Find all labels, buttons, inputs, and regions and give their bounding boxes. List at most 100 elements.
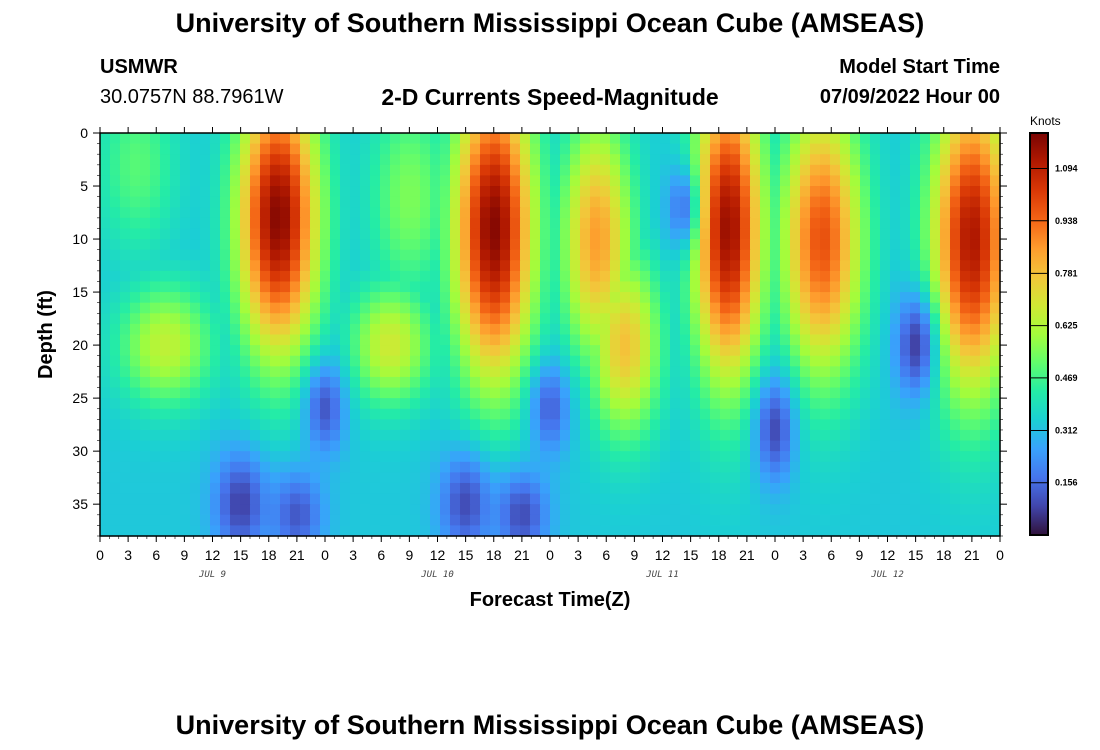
heatmap-cell bbox=[670, 451, 681, 463]
heatmap-cell bbox=[830, 186, 841, 198]
heatmap-cell bbox=[510, 143, 521, 155]
heatmap-cell bbox=[610, 270, 621, 283]
heatmap-cell bbox=[620, 207, 631, 219]
heatmap-cell bbox=[390, 292, 401, 304]
heatmap-cell bbox=[240, 525, 251, 537]
heatmap-cell bbox=[880, 376, 891, 389]
heatmap-cell bbox=[540, 482, 551, 495]
heatmap-cell bbox=[850, 292, 861, 304]
heatmap-cell bbox=[900, 482, 911, 495]
heatmap-cell bbox=[990, 207, 1001, 219]
heatmap-cell bbox=[970, 302, 981, 314]
heatmap-cell bbox=[470, 451, 481, 463]
heatmap-cell bbox=[390, 270, 401, 283]
heatmap-cell bbox=[710, 345, 721, 357]
heatmap-cell bbox=[460, 239, 471, 251]
y-tick-label: 15 bbox=[72, 284, 88, 300]
heatmap-cell bbox=[340, 323, 351, 336]
heatmap-cell bbox=[700, 196, 711, 208]
heatmap-cell bbox=[790, 133, 801, 145]
heatmap-cell bbox=[910, 408, 921, 420]
heatmap-cell bbox=[360, 164, 371, 177]
heatmap-cell bbox=[710, 217, 721, 230]
heatmap-cell bbox=[280, 366, 291, 378]
heatmap-cell bbox=[110, 228, 121, 240]
heatmap-cell bbox=[670, 514, 681, 526]
heatmap-cell bbox=[820, 482, 831, 495]
heatmap-cell bbox=[300, 493, 311, 505]
heatmap-cell bbox=[850, 419, 861, 431]
heatmap-cell bbox=[950, 451, 961, 463]
heatmap-cell bbox=[250, 355, 261, 367]
heatmap-cell bbox=[950, 493, 961, 505]
heatmap-cell bbox=[980, 387, 991, 399]
heatmap-cell bbox=[260, 313, 271, 325]
heatmap-cell bbox=[620, 355, 631, 367]
heatmap-cell bbox=[520, 207, 531, 219]
heatmap-cell bbox=[530, 366, 541, 378]
heatmap-cell bbox=[750, 281, 761, 293]
heatmap-cell bbox=[150, 366, 161, 378]
heatmap-cell bbox=[260, 228, 271, 240]
heatmap-cell bbox=[970, 217, 981, 230]
heatmap-cell bbox=[290, 345, 301, 357]
heatmap-cell bbox=[470, 302, 481, 314]
heatmap-cell bbox=[690, 366, 701, 378]
heatmap-cell bbox=[210, 334, 221, 346]
heatmap-cell bbox=[520, 525, 531, 537]
heatmap-cell bbox=[420, 186, 431, 198]
heatmap-cell bbox=[380, 175, 391, 187]
heatmap-cell bbox=[240, 281, 251, 293]
heatmap-cell bbox=[380, 260, 391, 272]
heatmap-cell bbox=[670, 239, 681, 251]
heatmap-cell bbox=[150, 196, 161, 208]
heatmap-cell bbox=[680, 239, 691, 251]
heatmap-cell bbox=[120, 239, 131, 251]
heatmap-cell bbox=[120, 154, 131, 166]
heatmap-cell bbox=[130, 186, 141, 198]
heatmap-cell bbox=[790, 408, 801, 420]
heatmap-cell bbox=[490, 249, 501, 261]
heatmap-cell bbox=[200, 493, 211, 505]
heatmap-cell bbox=[670, 461, 681, 473]
heatmap-cell bbox=[950, 207, 961, 219]
heatmap-cell bbox=[740, 270, 751, 283]
heatmap-cell bbox=[390, 387, 401, 399]
heatmap-cell bbox=[950, 408, 961, 420]
heatmap-cell bbox=[640, 143, 651, 155]
heatmap-cell bbox=[650, 196, 661, 208]
heatmap-cell bbox=[740, 451, 751, 463]
heatmap-cell bbox=[170, 376, 181, 389]
heatmap-cell bbox=[910, 281, 921, 293]
heatmap-cell bbox=[120, 292, 131, 304]
heatmap-cell bbox=[430, 355, 441, 367]
heatmap-cell bbox=[470, 345, 481, 357]
heatmap-cell bbox=[560, 313, 571, 325]
heatmap-cell bbox=[240, 207, 251, 219]
heatmap-cell bbox=[530, 292, 541, 304]
heatmap-cell bbox=[390, 334, 401, 346]
heatmap-cell bbox=[490, 175, 501, 187]
heatmap-cell bbox=[550, 472, 561, 484]
heatmap-cell bbox=[400, 376, 411, 389]
heatmap-cell bbox=[480, 292, 491, 304]
heatmap-cell bbox=[220, 429, 231, 442]
heatmap-cell bbox=[170, 345, 181, 357]
heatmap-cell bbox=[570, 525, 581, 537]
heatmap-cell bbox=[970, 461, 981, 473]
heatmap-cell bbox=[690, 398, 701, 410]
x-tick-label: 21 bbox=[514, 547, 530, 563]
heatmap-cell bbox=[280, 451, 291, 463]
heatmap-cell bbox=[890, 398, 901, 410]
heatmap-cell bbox=[610, 334, 621, 346]
heatmap-cell bbox=[620, 249, 631, 261]
heatmap-cell bbox=[430, 419, 441, 431]
heatmap-cell bbox=[350, 292, 361, 304]
heatmap-cell bbox=[340, 493, 351, 505]
heatmap-cell bbox=[310, 366, 321, 378]
heatmap-cell bbox=[100, 525, 111, 537]
heatmap-cell bbox=[170, 387, 181, 399]
heatmap-cell bbox=[720, 313, 731, 325]
heatmap-cell bbox=[540, 429, 551, 442]
heatmap-cell bbox=[480, 143, 491, 155]
